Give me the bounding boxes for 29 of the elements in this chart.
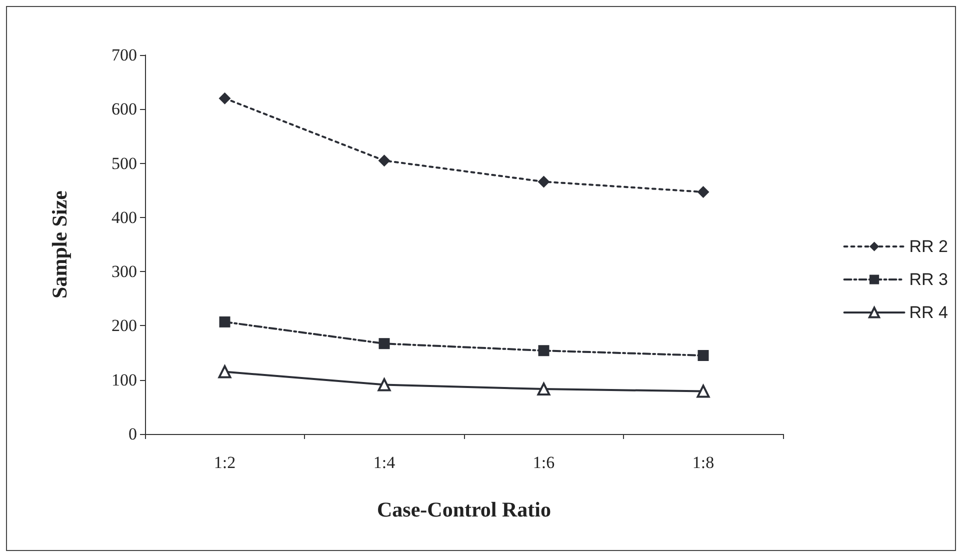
legend-label: RR 4 [909,303,948,322]
point [218,365,232,378]
legend-label: RR 2 [909,237,948,256]
point [378,154,390,167]
y-tick-label: 100 [112,370,137,390]
y-tick-label: 300 [112,262,137,282]
point [378,338,390,350]
y-tick-label: 500 [112,154,137,173]
point [696,384,710,398]
legend-label: RR 3 [909,270,948,289]
point [378,378,391,392]
x-tick-label: 1:4 [373,453,396,472]
x-tick-label: 1:2 [214,453,236,472]
y-tick-label: 700 [112,46,137,64]
x-tick-label: 1:8 [692,453,714,472]
y-tick-label: 200 [112,316,137,336]
x-axis-title: Case-Control Ratio [376,498,552,522]
point [538,176,550,188]
point [537,382,550,396]
y-tick-label: 600 [112,100,137,119]
y-tick-label: 400 [112,208,137,227]
x-tick-label: 1:6 [532,453,555,472]
point [218,92,231,104]
point [219,316,230,328]
point [538,345,550,356]
y-tick-label: 0 [128,424,137,444]
y-axis-title: Sample Size [48,190,72,298]
point [697,186,710,198]
point [698,350,709,361]
